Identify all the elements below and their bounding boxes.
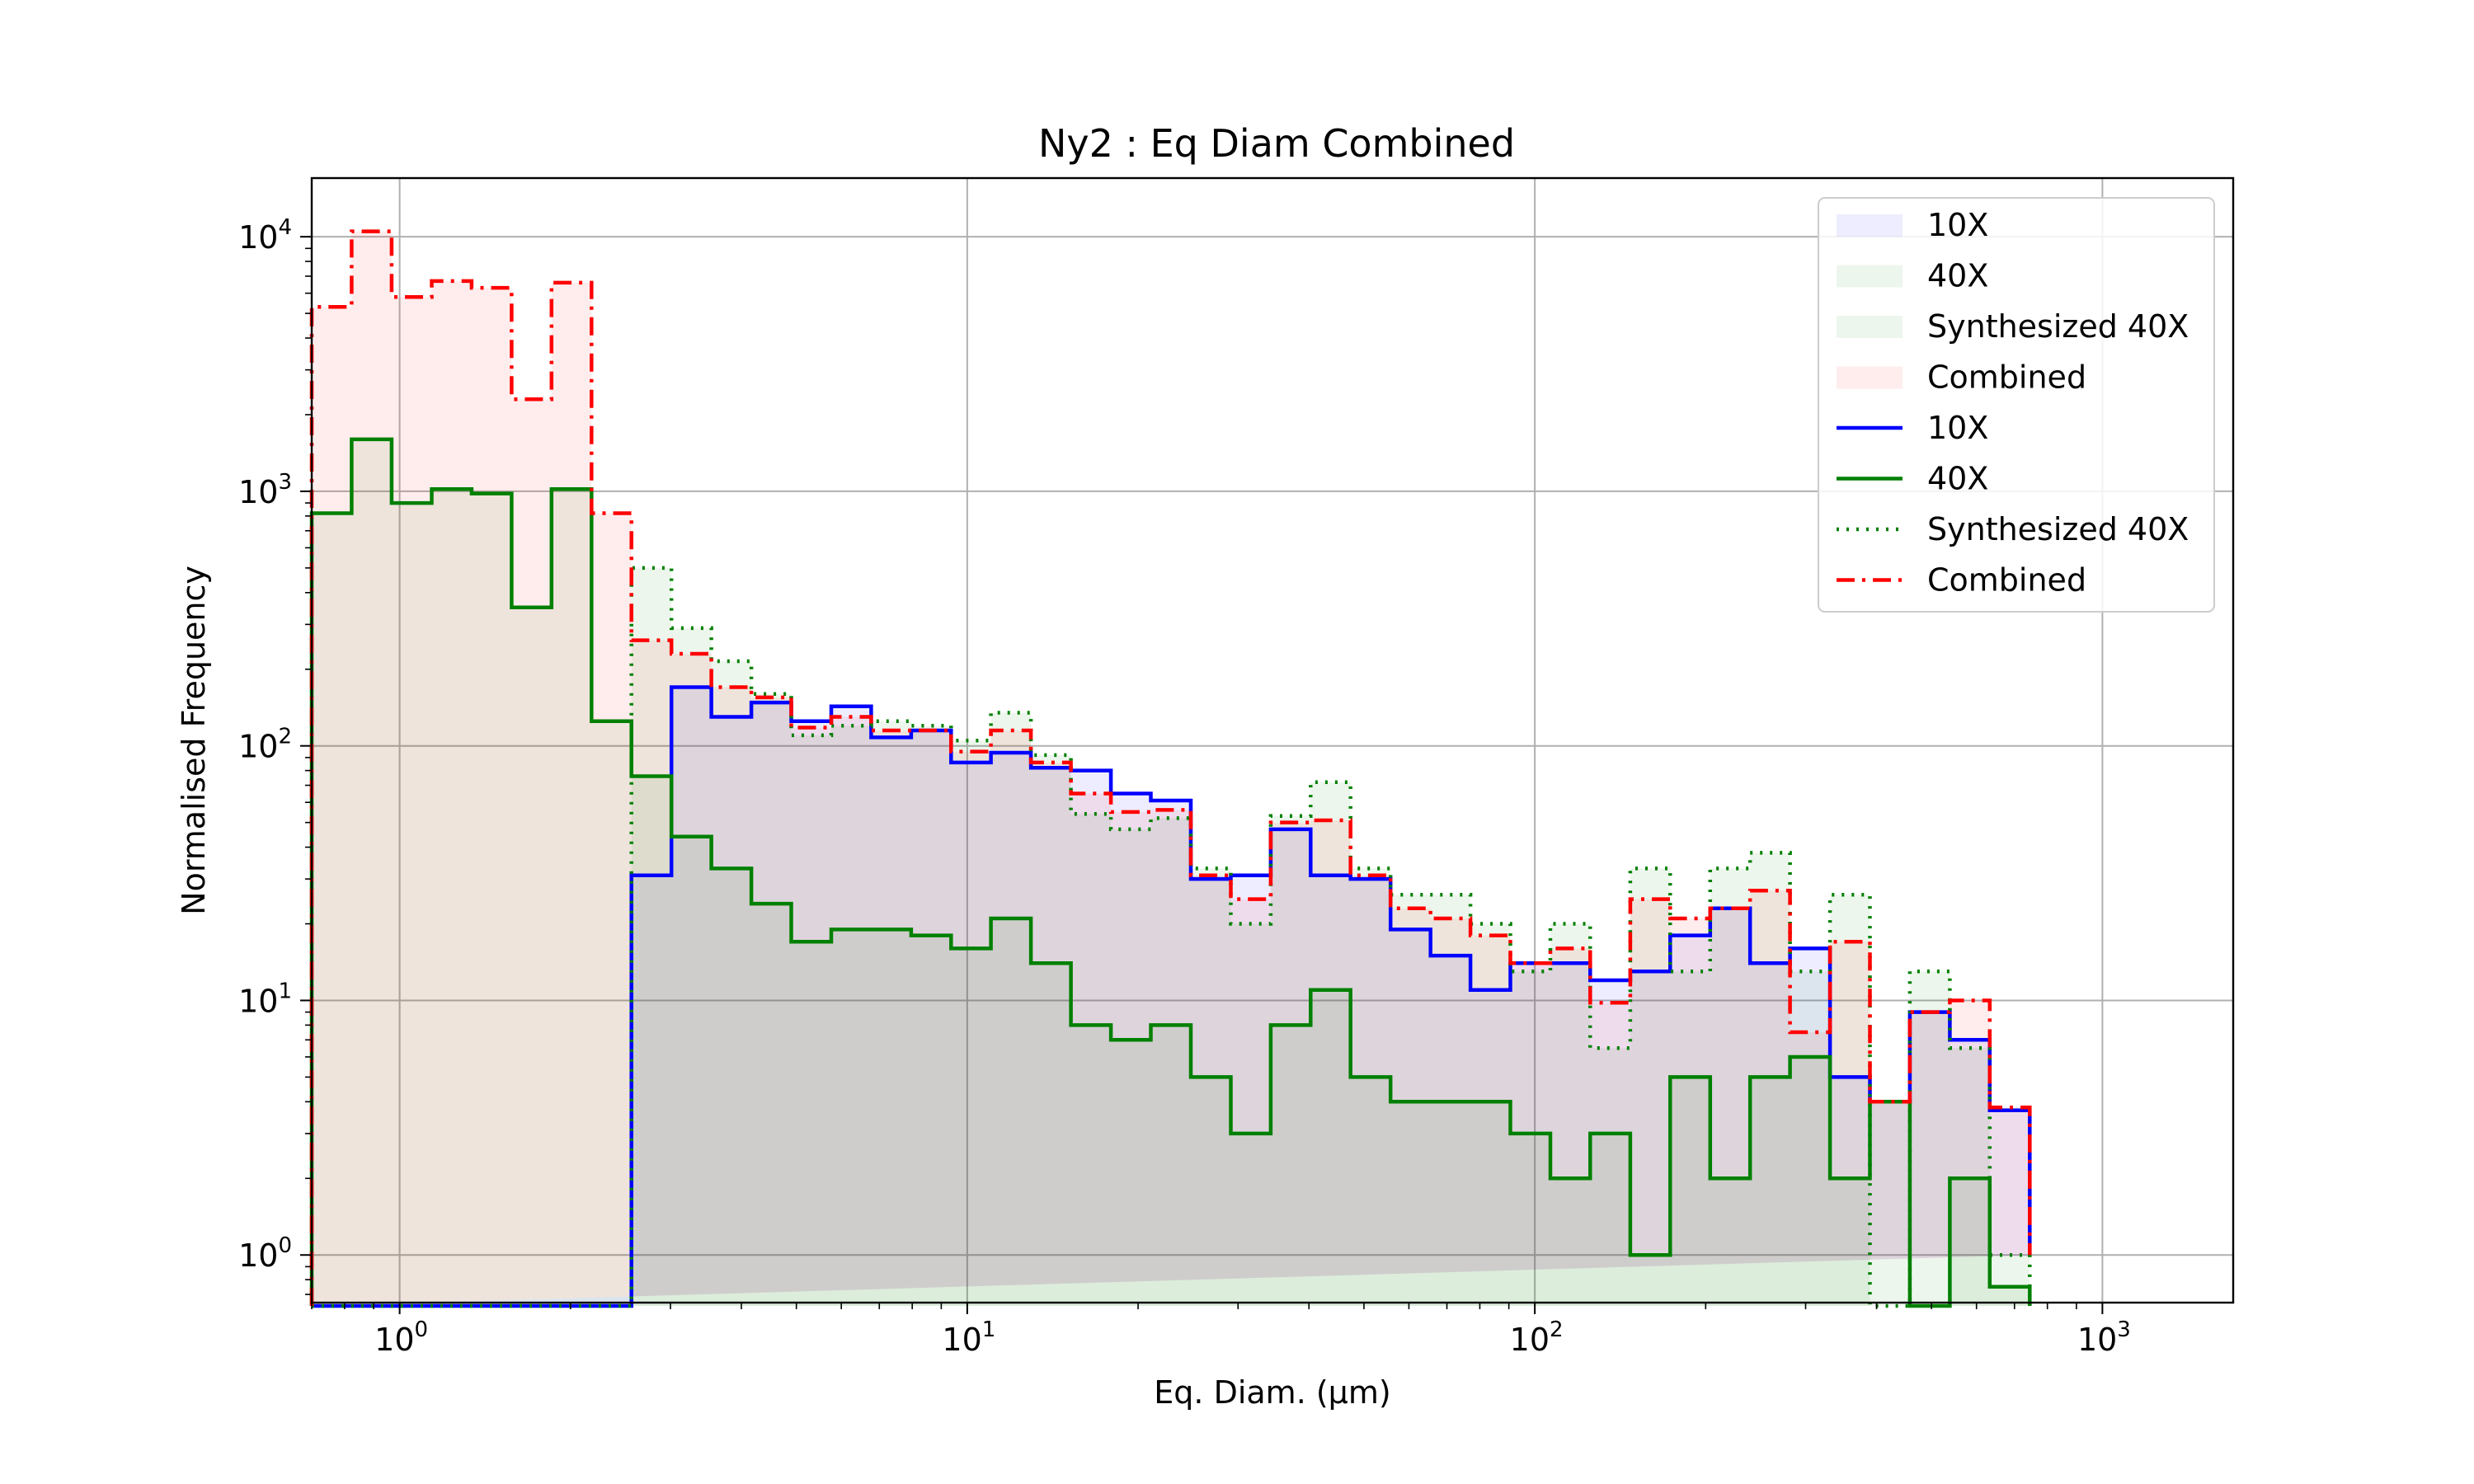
y-axis-label: Normalised Frequency — [176, 566, 212, 915]
histogram-fills — [312, 231, 2030, 1307]
x-axis-ticks: 100 101 102 103 — [311, 1303, 2131, 1358]
legend-swatch-patch-10x — [1837, 214, 1903, 237]
chart-title: Ny2 : Eq Diam Combined — [1038, 121, 1515, 166]
x-tick-label-2: 102 — [1510, 1317, 1564, 1358]
legend-swatch-patch-combined — [1837, 366, 1903, 389]
y-axis-ticks: 100 101 102 103 104 — [238, 215, 312, 1295]
fill-combined — [312, 231, 2030, 1307]
legend-swatch-patch-40x — [1837, 265, 1903, 288]
x-tick-label-3: 103 — [2077, 1317, 2131, 1358]
fill-40x — [312, 439, 2030, 1306]
legend-label-line-combined: Combined — [1927, 562, 2086, 599]
legend-label-patch-10x: 10X — [1927, 207, 1988, 243]
legend-label-patch-synthesized-40x: Synthesized 40X — [1927, 308, 2189, 345]
line-combined — [309, 229, 2032, 1306]
line-synthesized-40x — [312, 566, 2032, 1308]
y-tick-label-3: 103 — [238, 470, 292, 510]
x-tick-label-0: 100 — [374, 1317, 428, 1358]
legend-box — [1818, 197, 2215, 613]
legend-label-line-10x: 10X — [1927, 410, 1988, 446]
x-tick-label-1: 101 — [942, 1317, 995, 1358]
legend-label-patch-40x: 40X — [1927, 258, 1988, 294]
legend-label-line-40x: 40X — [1927, 461, 1988, 497]
plot-frame — [310, 176, 2235, 1304]
histogram-lines — [309, 229, 2032, 1308]
fill-10x — [312, 687, 2030, 1306]
y-tick-label-1: 101 — [238, 979, 292, 1019]
legend-swatch-patch-synthesized-40x — [1837, 316, 1903, 338]
y-tick-label-2: 102 — [238, 725, 292, 765]
legend-label-patch-combined: Combined — [1927, 359, 2086, 396]
legend: 10X 40X Synthesized 40X Combined 10X 40X Synth… — [1818, 197, 2215, 613]
y-tick-label-4: 104 — [238, 215, 292, 256]
legend-label-line-synthesized-40x: Synthesized 40X — [1927, 511, 2189, 547]
fill-synthesized-40x — [312, 567, 2030, 1306]
x-axis-label: Eq. Diam. (μm) — [1154, 1374, 1390, 1411]
y-tick-label-0: 100 — [238, 1233, 292, 1274]
